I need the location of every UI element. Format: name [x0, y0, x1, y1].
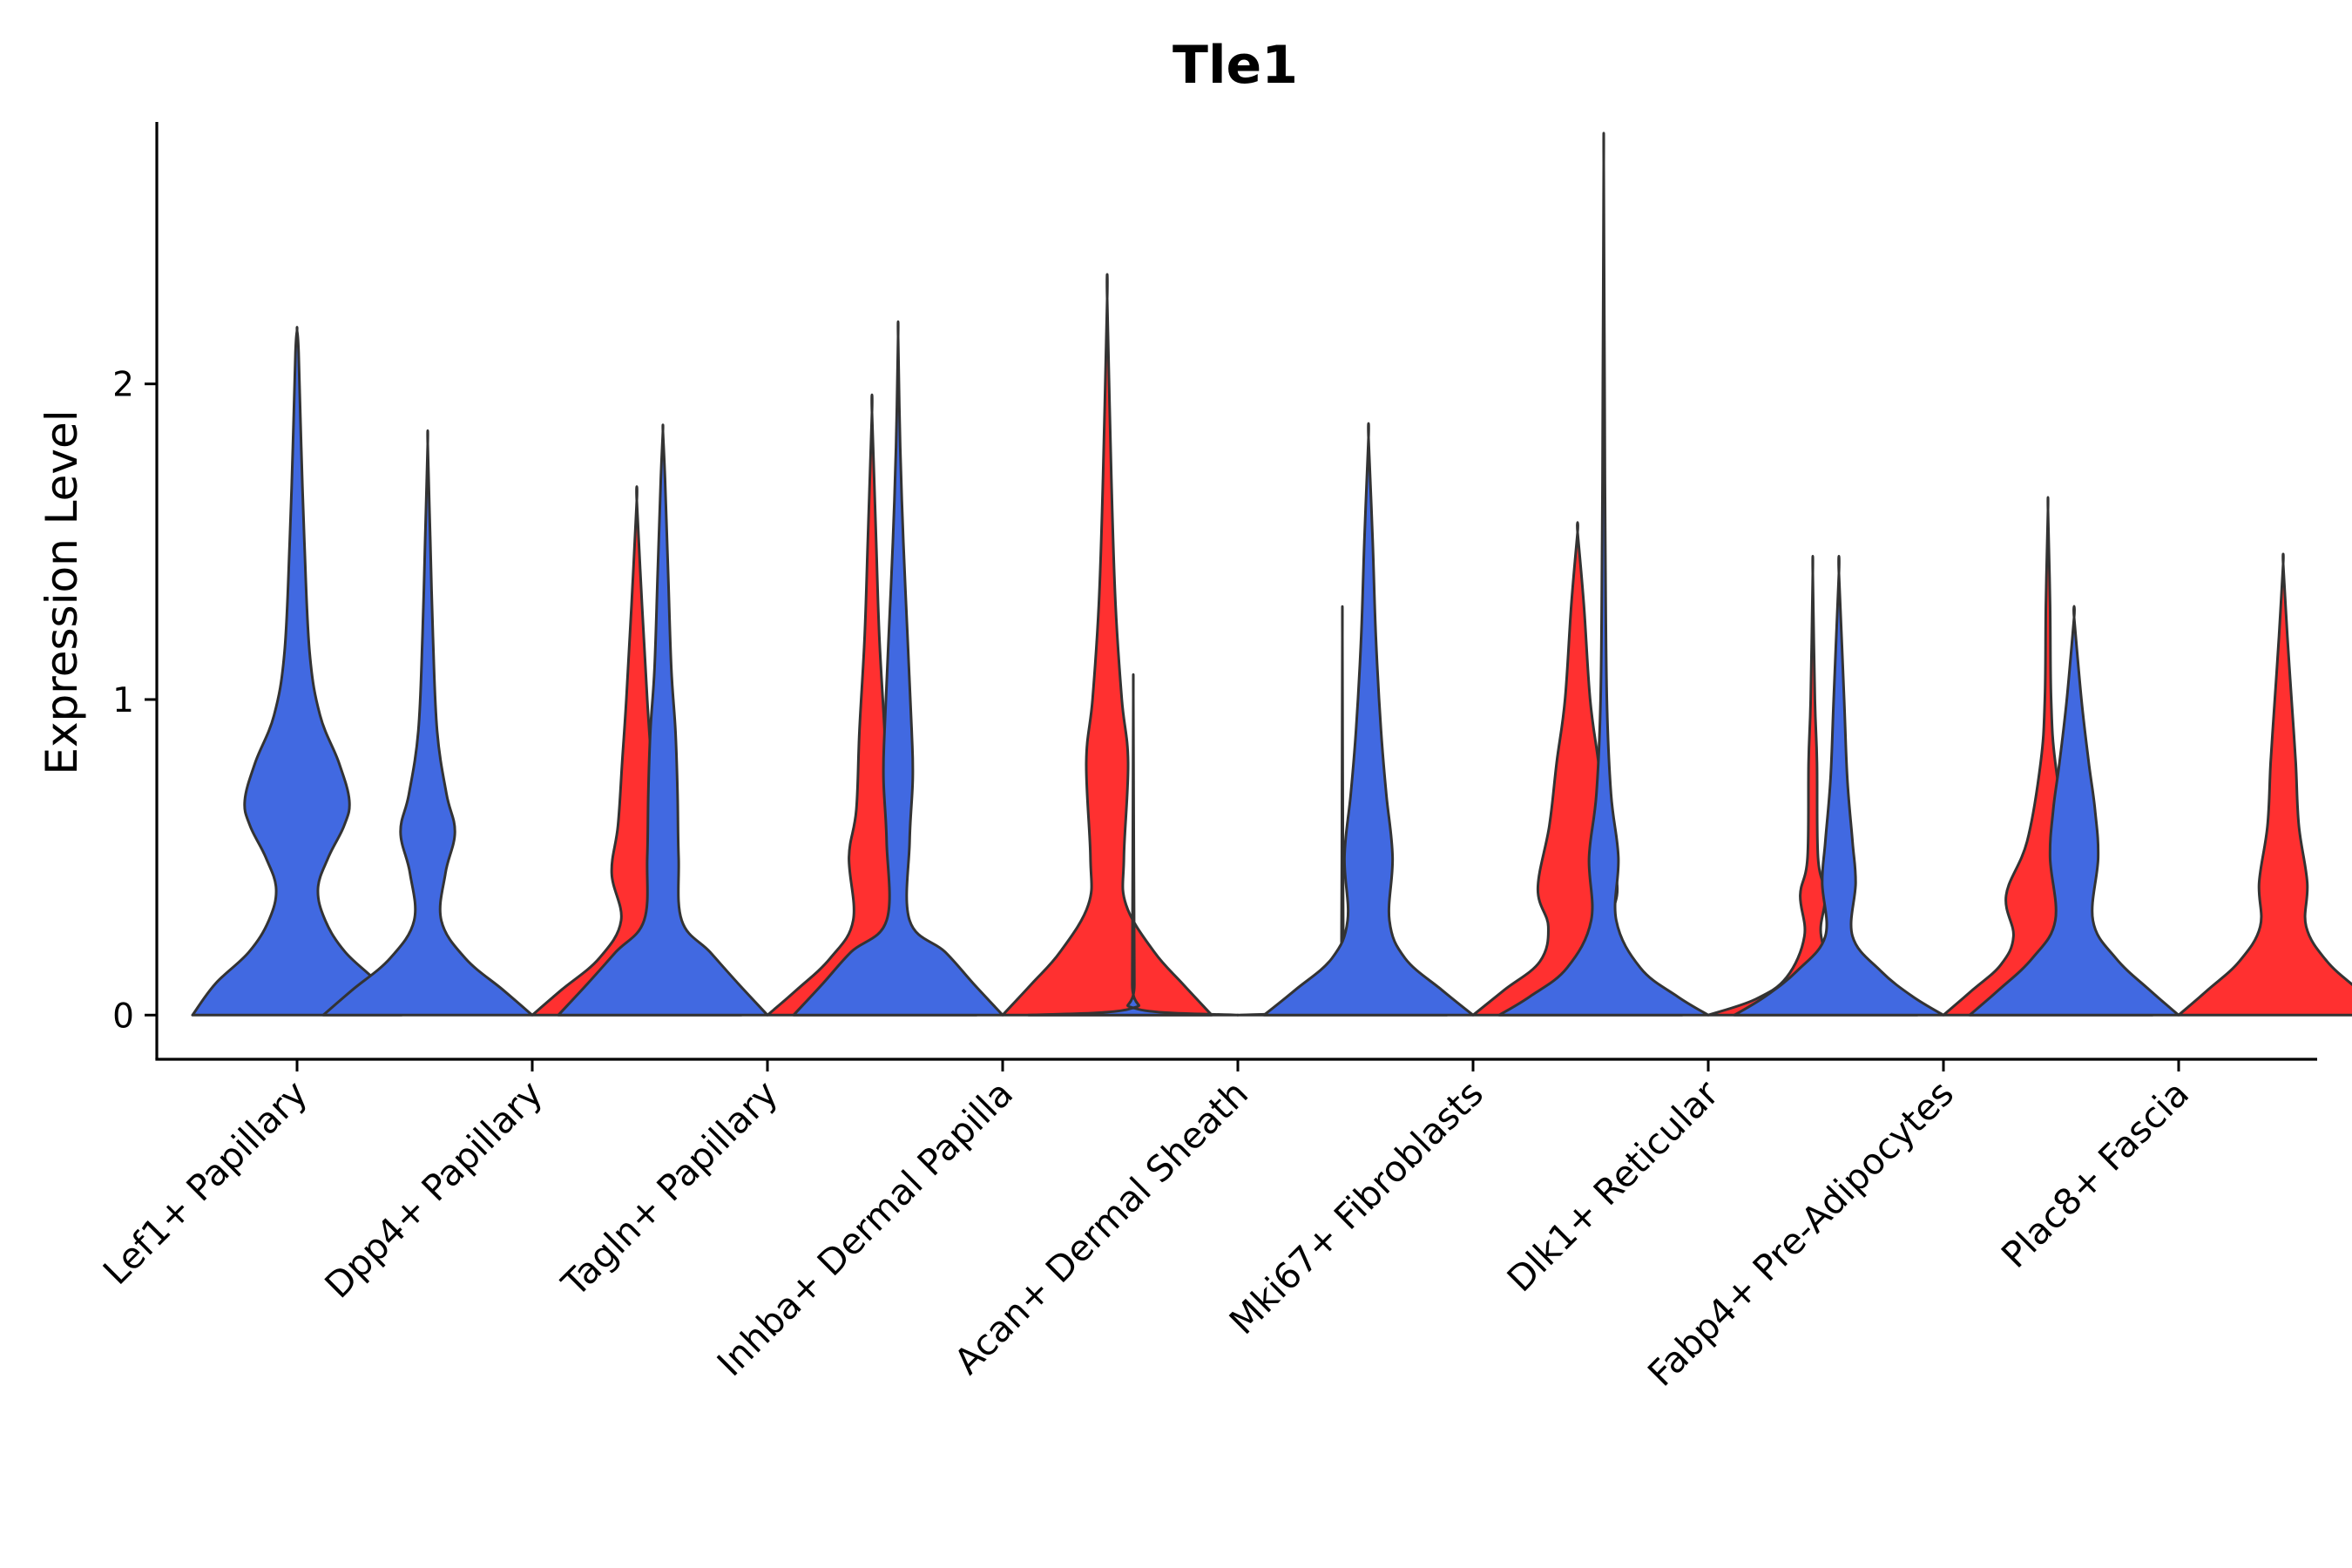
violin-lef1-papillary-group-1 [191, 326, 403, 1017]
x-tick-label-1: Dpp4+ Papillary [317, 1072, 551, 1306]
x-tick-label-6: Dlk1+ Reticular [1499, 1072, 1727, 1300]
violin-mki67-fibroblasts-group-2 [1471, 521, 1684, 1017]
y-axis-label: Expression Level [37, 409, 87, 774]
y-tick-label-2: 2 [112, 366, 134, 405]
violin-tagln-papillary-group-2 [766, 393, 978, 1017]
violin-plac8-fascia-group-2 [2177, 552, 2352, 1017]
x-tick-label-5: Mki67+ Fibroblasts [1221, 1072, 1491, 1342]
x-tick-label-2: Tagln+ Papillary [553, 1072, 786, 1305]
violin-plac8-fascia-group-1 [1968, 605, 2180, 1017]
violin-fabp4-pre-adipocytes-group-1 [1733, 555, 1945, 1017]
x-tick-label-8: Plac8+ Fascia [1993, 1072, 2197, 1276]
violin-dlk1-reticular-group-1 [1497, 132, 1710, 1017]
violin-dlk1-reticular-group-2 [1707, 555, 1919, 1017]
violin-mki67-fibroblasts-group-1 [1262, 422, 1475, 1017]
x-tick-label-0: Lef1+ Papillary [95, 1072, 315, 1293]
violin-inhba-dermal-papilla-group-1 [792, 320, 1004, 1017]
violin-layer [191, 132, 2352, 1017]
y-tick-label-1: 1 [112, 681, 134, 720]
y-ticks: 0 1 2 [112, 366, 157, 1036]
violin-inhba-dermal-papilla-group-2 [1001, 273, 1213, 1017]
chart-title: Tle1 [1173, 35, 1298, 96]
axes [155, 122, 2317, 1061]
violin-acan-dermal-sheath-group-1 [1027, 673, 1240, 1017]
violin-tagln-papillary-group-1 [557, 423, 769, 1017]
violin-dpp4-papillary-group-1 [321, 429, 534, 1017]
x-ticks: Lef1+ Papillary Dpp4+ Papillary Tagln+ Pap… [95, 1059, 2197, 1395]
y-tick-label-0: 0 [112, 997, 134, 1036]
